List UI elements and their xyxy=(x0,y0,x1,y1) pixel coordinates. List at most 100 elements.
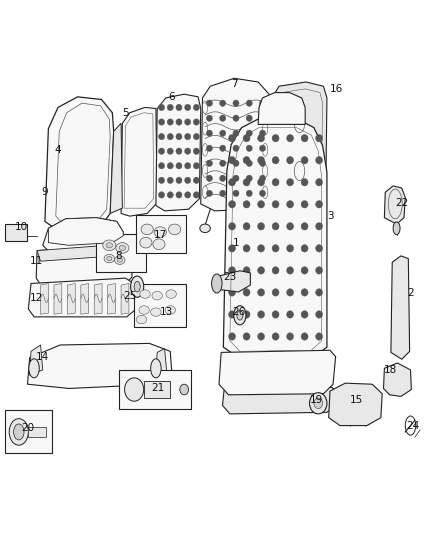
Polygon shape xyxy=(258,93,305,124)
Ellipse shape xyxy=(159,119,165,125)
Ellipse shape xyxy=(286,157,293,164)
Text: 15: 15 xyxy=(350,395,363,405)
Polygon shape xyxy=(223,119,327,358)
Polygon shape xyxy=(219,350,336,395)
Text: 25: 25 xyxy=(123,290,136,301)
Polygon shape xyxy=(391,256,410,359)
Ellipse shape xyxy=(176,163,182,169)
Ellipse shape xyxy=(185,148,191,155)
Polygon shape xyxy=(385,186,405,224)
Ellipse shape xyxy=(237,311,243,320)
Ellipse shape xyxy=(165,306,176,314)
Ellipse shape xyxy=(272,157,279,164)
Ellipse shape xyxy=(180,384,188,395)
Polygon shape xyxy=(28,278,136,317)
Ellipse shape xyxy=(159,163,165,169)
Ellipse shape xyxy=(193,177,199,183)
Ellipse shape xyxy=(286,134,293,142)
Bar xyxy=(5,224,27,241)
Ellipse shape xyxy=(139,306,149,314)
Ellipse shape xyxy=(29,359,39,378)
Ellipse shape xyxy=(272,200,279,208)
Ellipse shape xyxy=(272,289,279,296)
Ellipse shape xyxy=(9,419,28,445)
Ellipse shape xyxy=(272,134,279,142)
Ellipse shape xyxy=(159,177,165,183)
Ellipse shape xyxy=(116,243,129,253)
Ellipse shape xyxy=(243,245,250,252)
Ellipse shape xyxy=(316,179,322,186)
Ellipse shape xyxy=(229,266,236,274)
Ellipse shape xyxy=(117,258,122,262)
Ellipse shape xyxy=(152,292,162,300)
Ellipse shape xyxy=(153,239,165,249)
Ellipse shape xyxy=(233,145,239,151)
Ellipse shape xyxy=(229,179,236,186)
Ellipse shape xyxy=(115,256,125,264)
Ellipse shape xyxy=(107,256,112,261)
Ellipse shape xyxy=(259,190,265,197)
Ellipse shape xyxy=(185,133,191,140)
Polygon shape xyxy=(48,217,123,245)
Text: 7: 7 xyxy=(231,78,237,88)
Ellipse shape xyxy=(140,237,152,248)
Ellipse shape xyxy=(272,179,279,186)
Ellipse shape xyxy=(258,266,265,274)
Ellipse shape xyxy=(316,134,322,142)
Ellipse shape xyxy=(301,245,308,252)
Ellipse shape xyxy=(206,160,212,166)
Polygon shape xyxy=(156,94,201,211)
Polygon shape xyxy=(270,82,327,211)
Bar xyxy=(134,284,186,327)
Ellipse shape xyxy=(219,100,226,107)
Ellipse shape xyxy=(219,190,226,197)
Text: 2: 2 xyxy=(407,288,414,298)
Ellipse shape xyxy=(233,175,239,182)
Text: 11: 11 xyxy=(30,256,43,266)
Ellipse shape xyxy=(246,145,252,151)
Ellipse shape xyxy=(212,274,222,293)
Ellipse shape xyxy=(167,119,173,125)
Ellipse shape xyxy=(200,224,210,232)
Text: 18: 18 xyxy=(384,365,398,375)
Polygon shape xyxy=(37,244,132,261)
Bar xyxy=(119,370,191,409)
Ellipse shape xyxy=(185,163,191,169)
Text: 23: 23 xyxy=(223,272,237,282)
Text: 6: 6 xyxy=(168,92,174,102)
Polygon shape xyxy=(30,345,43,375)
Ellipse shape xyxy=(243,333,250,340)
Bar xyxy=(144,381,170,398)
Ellipse shape xyxy=(243,311,250,318)
Ellipse shape xyxy=(206,190,212,197)
Ellipse shape xyxy=(316,200,322,208)
Ellipse shape xyxy=(301,157,308,164)
Ellipse shape xyxy=(176,119,182,125)
Ellipse shape xyxy=(176,133,182,140)
Ellipse shape xyxy=(243,157,250,164)
Ellipse shape xyxy=(167,192,173,198)
Ellipse shape xyxy=(301,266,308,274)
Bar xyxy=(5,410,52,453)
Ellipse shape xyxy=(272,245,279,252)
Ellipse shape xyxy=(229,157,236,164)
Text: 17: 17 xyxy=(154,230,167,240)
Ellipse shape xyxy=(185,177,191,183)
Ellipse shape xyxy=(259,145,265,151)
Ellipse shape xyxy=(301,311,308,318)
Polygon shape xyxy=(201,78,270,211)
Ellipse shape xyxy=(229,311,236,318)
Polygon shape xyxy=(43,217,123,253)
Ellipse shape xyxy=(259,160,265,166)
Ellipse shape xyxy=(159,104,165,111)
Ellipse shape xyxy=(229,289,236,296)
Polygon shape xyxy=(121,284,129,314)
Ellipse shape xyxy=(219,115,226,122)
Text: 1: 1 xyxy=(233,238,240,248)
Polygon shape xyxy=(45,97,114,230)
Bar xyxy=(28,426,46,437)
Ellipse shape xyxy=(316,157,322,164)
Polygon shape xyxy=(28,343,172,389)
Ellipse shape xyxy=(136,316,147,324)
Ellipse shape xyxy=(219,175,226,182)
